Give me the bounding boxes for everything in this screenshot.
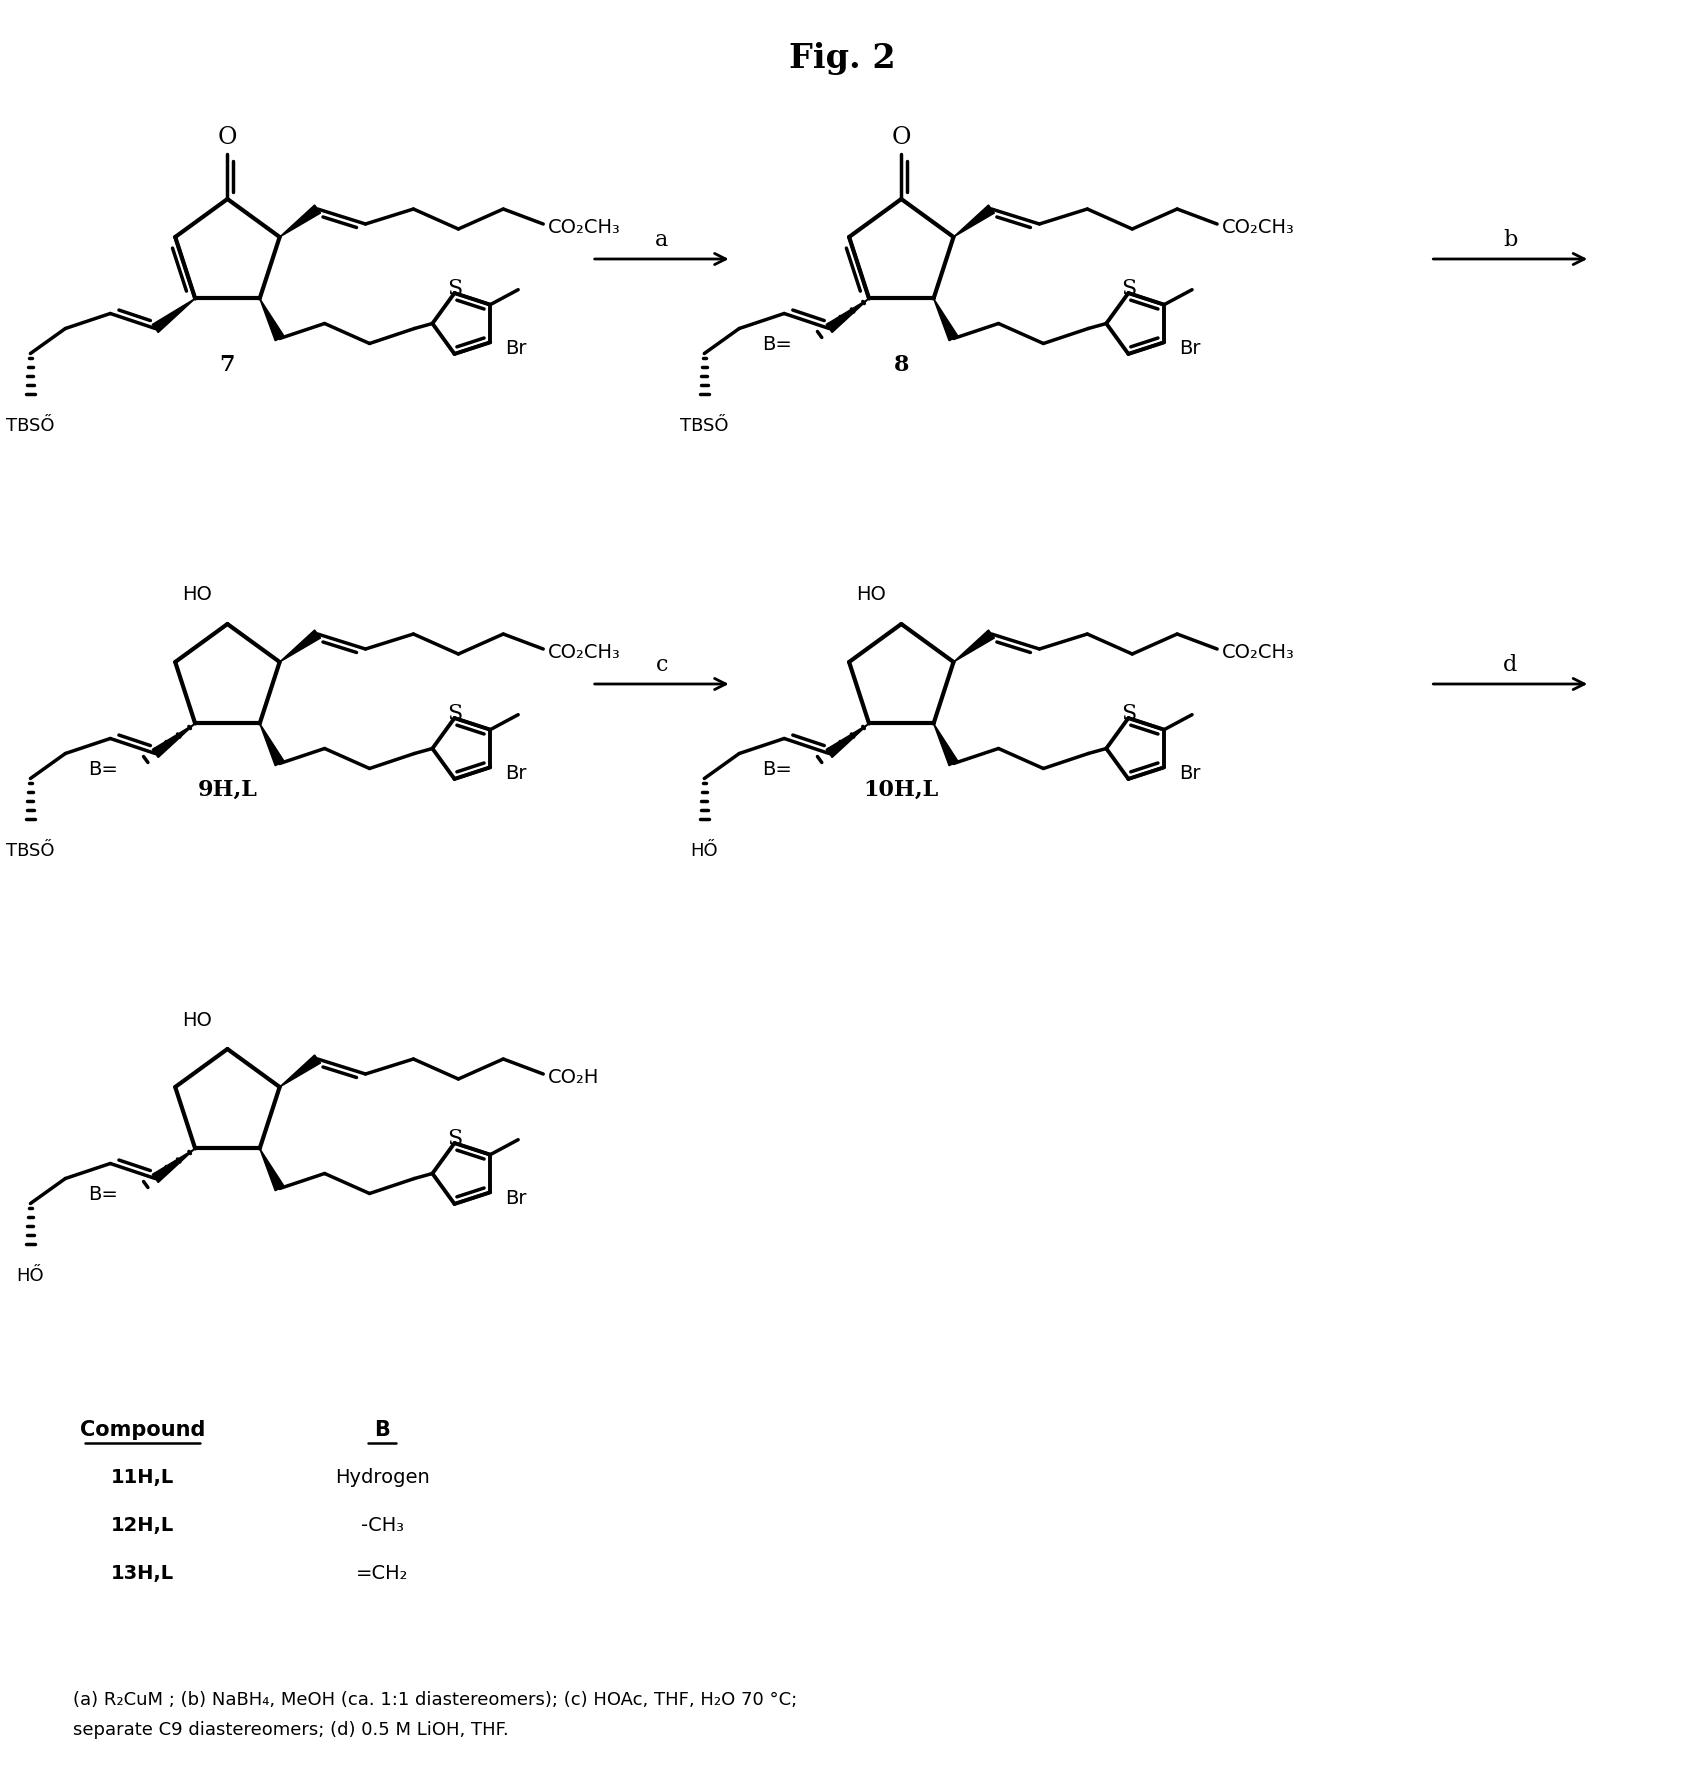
Text: 7: 7 [220,354,235,376]
Text: TBSŐ: TBSŐ [680,417,728,435]
Text: S: S [447,1127,463,1149]
Polygon shape [259,1149,284,1191]
Text: S: S [447,703,463,725]
Text: HO: HO [856,585,886,605]
Polygon shape [259,299,284,342]
Text: Compound: Compound [79,1419,205,1438]
Text: a: a [654,229,668,250]
Text: 10H,L: 10H,L [863,778,939,800]
Text: Br: Br [505,338,526,358]
Text: B=: B= [762,335,792,354]
Polygon shape [826,725,868,759]
Text: O: O [217,125,237,148]
Text: c: c [654,653,668,676]
Text: separate C9 diastereomers; (d) 0.5 M LiOH, THF.: separate C9 diastereomers; (d) 0.5 M LiO… [72,1719,508,1739]
Text: 9H,L: 9H,L [197,778,257,800]
Text: HO: HO [182,1011,212,1029]
Text: TBSŐ: TBSŐ [7,843,54,861]
Text: O: O [891,125,910,148]
Text: d: d [1502,653,1517,676]
Text: CO₂CH₃: CO₂CH₃ [1221,218,1293,236]
Text: S: S [447,277,463,301]
Text: Br: Br [505,1188,526,1208]
Polygon shape [826,299,868,333]
Text: S: S [1120,703,1135,725]
Text: B=: B= [89,760,118,778]
Text: b: b [1502,229,1517,250]
Polygon shape [259,725,284,766]
Text: HO: HO [182,585,212,605]
Text: Br: Br [1179,764,1199,782]
Text: CO₂CH₃: CO₂CH₃ [548,642,621,662]
Text: HŐ: HŐ [690,843,718,861]
Polygon shape [954,632,994,662]
Text: 12H,L: 12H,L [111,1515,175,1535]
Text: 13H,L: 13H,L [111,1564,173,1583]
Text: (a) R₂CuM ; (b) NaBH₄, MeOH (ca. 1:1 diastereomers); (c) HOAc, THF, H₂O 70 °C;: (a) R₂CuM ; (b) NaBH₄, MeOH (ca. 1:1 dia… [72,1691,797,1708]
Text: Hydrogen: Hydrogen [335,1467,429,1487]
Text: 8: 8 [893,354,908,376]
Text: TBSŐ: TBSŐ [7,417,54,435]
Text: B=: B= [762,760,792,778]
Polygon shape [151,1149,195,1183]
Text: HŐ: HŐ [17,1267,44,1285]
Polygon shape [279,632,320,662]
Text: CO₂CH₃: CO₂CH₃ [548,218,621,236]
Text: Br: Br [1179,338,1199,358]
Text: =CH₂: =CH₂ [355,1564,409,1583]
Polygon shape [954,206,994,238]
Text: CO₂H: CO₂H [548,1066,599,1086]
Text: Fig. 2: Fig. 2 [789,41,895,75]
Text: B=: B= [89,1184,118,1204]
Polygon shape [151,725,195,759]
Polygon shape [934,299,957,342]
Text: Br: Br [505,764,526,782]
Polygon shape [279,206,320,238]
Text: -CH₃: -CH₃ [360,1515,404,1535]
Text: CO₂CH₃: CO₂CH₃ [1221,642,1293,662]
Text: 11H,L: 11H,L [111,1467,175,1487]
Polygon shape [279,1056,320,1088]
Text: S: S [1120,277,1135,301]
Polygon shape [151,299,195,333]
Polygon shape [934,725,957,766]
Text: B: B [373,1419,390,1438]
